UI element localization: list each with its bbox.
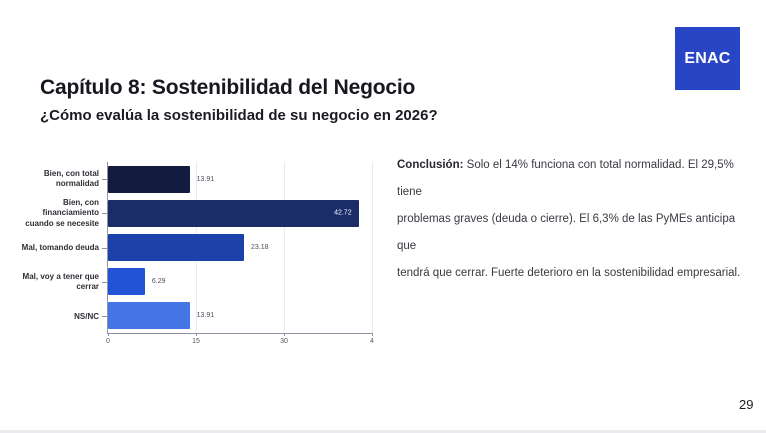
x-axis-tick-label: 15 [192, 338, 200, 345]
conclusion-block: Conclusión: Solo el 14% funciona con tot… [397, 152, 749, 287]
conclusion-line-3: tendrá que cerrar. Fuerte deterioro en l… [397, 267, 741, 279]
category-label: Mal, voy a tener que cerrar [22, 272, 99, 292]
x-axis-tick-mark [195, 333, 197, 336]
bar-value-label: 13.91 [196, 312, 215, 320]
gridline [372, 162, 373, 333]
bar-row: 6.29 [102, 265, 372, 299]
conclusion-label: Conclusión: [397, 159, 464, 171]
bar-chart: Bien, con total normalidad Bien, con fina… [14, 162, 374, 345]
chart-plot-area: 13.91 42.72 23.18 6.29 13.91 0 15 30 4 [102, 162, 374, 345]
x-axis-tick-mark [108, 333, 109, 336]
bar [108, 234, 244, 261]
bottom-divider [0, 430, 766, 433]
chart-rows: 13.91 42.72 23.18 6.29 13.91 [102, 162, 372, 333]
category-label: Bien, con total normalidad [43, 168, 99, 189]
slide-title: Capítulo 8: Sostenibilidad del Negocio [40, 76, 416, 99]
conclusion-line-1-text: Solo el 14% funciona con total normalida… [397, 159, 734, 198]
bar-row: 13.91 [102, 162, 372, 196]
bar-value-label: 6.29 [151, 278, 166, 286]
x-axis-tick-label: 4 [370, 338, 374, 345]
x-axis-tick-mark [372, 333, 373, 336]
enac-logo-text: ENAC [684, 49, 731, 67]
x-axis-tick-label: 30 [280, 338, 288, 345]
bar [108, 302, 190, 330]
x-axis-tick-mark [284, 333, 285, 336]
chart-category-labels: Bien, con total normalidad Bien, con fina… [14, 162, 107, 334]
bar-row: 23.18 [102, 230, 372, 264]
bar-row: 42.72 [102, 196, 372, 230]
gridline [284, 162, 285, 333]
bar-value-label: 23.18 [250, 244, 269, 251]
bar-value-label: 13.91 [196, 175, 215, 183]
slide-subtitle: ¿Cómo evalúa la sostenibilidad de su neg… [40, 107, 438, 124]
conclusion-line-1: Conclusión: Solo el 14% funciona con tot… [397, 152, 749, 206]
category-label: Mal, tomando deuda [21, 242, 99, 252]
bar [108, 268, 145, 296]
bar-value-label: 42.72 [334, 209, 352, 217]
category-label: Bien, con financiamiento cuando se neces… [25, 198, 99, 228]
enac-logo: ENAC [675, 27, 740, 90]
x-axis-tick-label: 0 [106, 338, 110, 345]
conclusion-line-2: problemas graves (deuda o cierre). El 6,… [397, 213, 736, 252]
bar-row: 13.91 [102, 299, 372, 333]
page-number: 29 [739, 397, 754, 412]
bar [108, 165, 190, 193]
category-label: NS/NC [74, 311, 99, 321]
bar: 42.72 [108, 199, 359, 227]
